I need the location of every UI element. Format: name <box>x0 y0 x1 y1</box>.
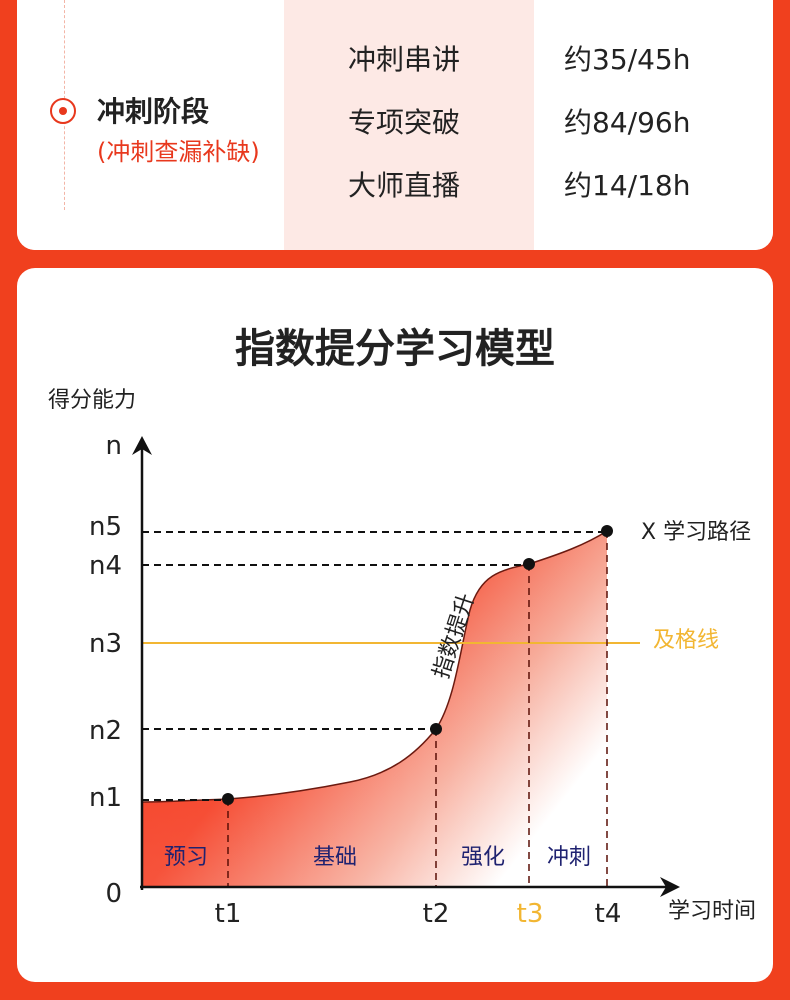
y-tick-n: n <box>106 431 122 461</box>
phase-strengthen: 强化 <box>461 845 505 870</box>
stage-card: 冲刺阶段 (冲刺查漏补缺) 冲刺串讲 专项突破 大师直播 约35/45h 约84… <box>17 0 773 250</box>
y-tick-n1: n1 <box>89 783 122 813</box>
course-hours: 约14/18h <box>564 169 691 202</box>
phase-sprint: 冲刺 <box>547 845 591 870</box>
x-tick-t4: t4 <box>595 899 622 929</box>
stage-title: 冲刺阶段 <box>97 95 210 128</box>
stage-subtitle: (冲刺查漏补缺) <box>97 138 260 166</box>
y-tick-n5: n5 <box>89 512 122 542</box>
stage-target-icon <box>50 98 76 124</box>
point-t2 <box>430 723 442 735</box>
phase-dividers <box>227 531 608 887</box>
point-t3 <box>523 558 535 570</box>
y-tick-n4: n4 <box>89 551 122 581</box>
y-tick-n2: n2 <box>89 716 122 746</box>
course-hours: 约84/96h <box>564 106 691 139</box>
learning-path-label: X 学习路径 <box>641 520 751 545</box>
point-t4 <box>601 525 613 537</box>
point-t1 <box>222 793 234 805</box>
model-title: 指数提分学习模型 <box>235 326 555 372</box>
score-area-shade <box>142 531 607 887</box>
phase-preview: 预习 <box>164 845 208 870</box>
x-tick-t2: t2 <box>423 899 450 929</box>
stage-column: 冲刺阶段 (冲刺查漏补缺) <box>17 0 284 250</box>
y-tick-n3: n3 <box>89 629 122 659</box>
x-tick-t3: t3 <box>517 899 544 929</box>
hours-column: 约35/45h 约84/96h 约14/18h <box>534 0 773 250</box>
course-name: 大师直播 <box>348 169 461 202</box>
y-tick-0: 0 <box>105 879 122 909</box>
course-name: 专项突破 <box>348 106 461 139</box>
course-name: 冲刺串讲 <box>348 43 461 76</box>
x-axis-label: 学习时间 <box>668 899 756 924</box>
phase-foundation: 基础 <box>313 845 357 870</box>
y-axis-label: 得分能力 <box>48 388 136 413</box>
pass-line-label: 及格线 <box>653 628 719 653</box>
guide-lines <box>142 531 607 801</box>
y-axis-arrow <box>132 436 152 455</box>
x-tick-t1: t1 <box>215 899 242 929</box>
key-points <box>222 525 613 805</box>
course-hours: 约35/45h <box>564 43 691 76</box>
x-axis-arrow <box>660 877 680 897</box>
course-column: 冲刺串讲 专项突破 大师直播 <box>284 0 534 250</box>
